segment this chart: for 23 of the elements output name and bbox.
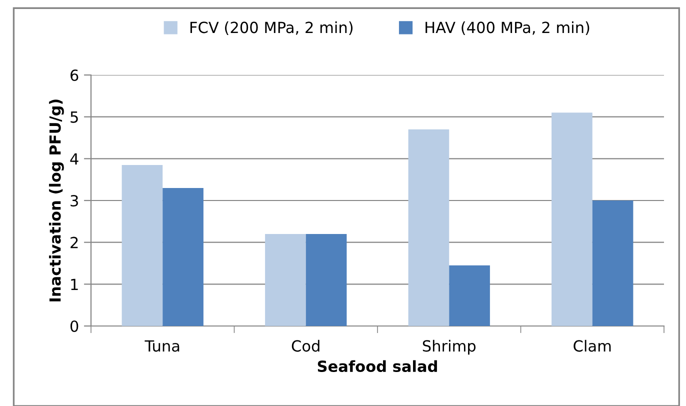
legend-label: HAV (400 MPa, 2 min)	[426, 21, 590, 35]
y-tick-label: 1	[71, 278, 78, 290]
x-tick-label: Shrimp	[422, 340, 476, 355]
bar	[449, 265, 490, 326]
bar	[408, 129, 450, 326]
y-tick-label: 0	[70, 320, 78, 332]
y-tick-label: 5	[70, 112, 78, 123]
x-axis-title: Seafood salad	[318, 360, 437, 372]
bar	[122, 164, 163, 326]
x-tick-label: Cod	[292, 340, 320, 352]
y-tick-label: 2	[70, 236, 78, 248]
bar	[306, 234, 347, 326]
x-tick-label: Tuna	[144, 340, 180, 352]
y-tick-label: 6	[70, 69, 78, 82]
y-tick-label: 3	[70, 194, 78, 207]
bar	[592, 200, 634, 326]
y-tick-label: 4	[70, 153, 78, 164]
bar	[552, 112, 592, 326]
y-axis-title: Inactivation (log PFU/g)	[49, 100, 64, 302]
bar	[265, 234, 306, 326]
bar	[162, 188, 204, 326]
legend-label: FCV (200 MPa, 2 min)	[190, 21, 353, 35]
x-tick-label: Clam	[574, 340, 611, 352]
